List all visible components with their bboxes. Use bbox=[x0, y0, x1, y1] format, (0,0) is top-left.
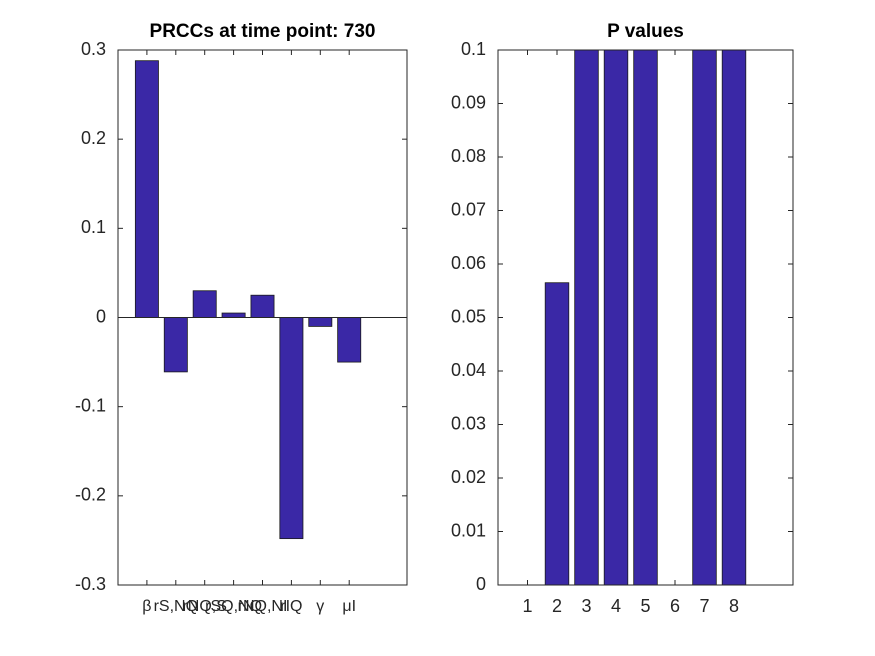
bar bbox=[192, 290, 217, 318]
y-tick-label: 0.3 bbox=[81, 39, 106, 59]
x-tick-label: rSQ,NQ bbox=[205, 598, 262, 615]
bar bbox=[308, 317, 333, 327]
bar bbox=[250, 294, 275, 318]
y-tick-label: 0.04 bbox=[451, 360, 486, 380]
y-tick-label: 0.2 bbox=[81, 128, 106, 148]
y-tick-label: 0.07 bbox=[451, 199, 486, 219]
axes-frame bbox=[117, 49, 408, 586]
bar bbox=[633, 49, 658, 586]
x-tick-label: γ bbox=[316, 598, 324, 615]
y-tick-label: 0.09 bbox=[451, 92, 486, 112]
y-tick-label: 0 bbox=[476, 574, 486, 594]
bar bbox=[279, 317, 304, 540]
bar bbox=[603, 49, 629, 586]
y-tick-label: 0.05 bbox=[451, 306, 486, 326]
y-tick-label: 0.02 bbox=[451, 467, 486, 487]
x-tick-label: rNQ,S bbox=[182, 598, 226, 615]
bar bbox=[337, 317, 362, 363]
x-tick-label: 4 bbox=[611, 596, 621, 616]
y-tick-label: 0.01 bbox=[451, 520, 486, 540]
x-tick-label: μI bbox=[342, 598, 356, 615]
bar bbox=[544, 282, 570, 586]
x-tick-label: 8 bbox=[729, 596, 739, 616]
y-tick-label: 0 bbox=[96, 306, 106, 326]
y-tick-label: -0.3 bbox=[75, 574, 106, 594]
x-tick-label: 3 bbox=[581, 596, 591, 616]
y-tick-label: 0.1 bbox=[461, 39, 486, 59]
y-tick-label: 0.06 bbox=[451, 253, 486, 273]
x-tick-label: rS,NQ bbox=[154, 598, 198, 615]
x-tick-label: 7 bbox=[699, 596, 709, 616]
bar bbox=[692, 49, 717, 586]
bar bbox=[134, 60, 159, 318]
bar bbox=[163, 317, 188, 373]
chart-title: P values bbox=[607, 21, 684, 42]
x-tick-label: rNQ,NI bbox=[238, 598, 288, 615]
bar bbox=[721, 49, 747, 586]
y-tick-label: 0.03 bbox=[451, 413, 486, 433]
x-tick-label: 6 bbox=[670, 596, 680, 616]
x-tick-label: 2 bbox=[552, 596, 562, 616]
x-tick-label: 5 bbox=[640, 596, 650, 616]
y-tick-label: -0.1 bbox=[75, 395, 106, 415]
bar bbox=[574, 49, 599, 586]
axes-frame bbox=[497, 49, 794, 586]
y-tick-label: 0.08 bbox=[451, 146, 486, 166]
x-tick-label: rIQ bbox=[280, 598, 302, 615]
chart-title: PRCCs at time point: 730 bbox=[150, 21, 376, 42]
x-tick-label: 1 bbox=[522, 596, 532, 616]
bar bbox=[221, 312, 246, 318]
y-tick-label: -0.2 bbox=[75, 485, 106, 505]
x-tick-label: β bbox=[142, 598, 151, 615]
y-tick-label: 0.1 bbox=[81, 217, 106, 237]
